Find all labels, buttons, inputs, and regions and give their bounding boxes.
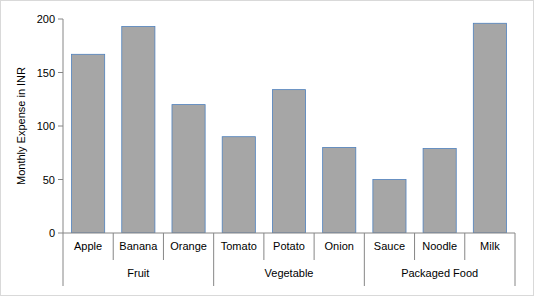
group-separator bbox=[515, 233, 516, 286]
x-tick-label: Orange bbox=[170, 240, 207, 252]
x-tick-label: Noodle bbox=[422, 240, 457, 252]
chart-border bbox=[1, 1, 534, 296]
group-separator bbox=[364, 233, 365, 286]
bars bbox=[72, 23, 507, 233]
y-tick bbox=[58, 126, 63, 127]
bar bbox=[172, 105, 205, 233]
category-separator bbox=[414, 233, 415, 260]
x-tick-label: Apple bbox=[74, 240, 102, 252]
category-separator bbox=[263, 233, 264, 260]
y-tick-label: 50 bbox=[43, 174, 55, 186]
bar bbox=[272, 90, 305, 233]
y-tick bbox=[58, 179, 63, 180]
x-tick-label: Potato bbox=[273, 240, 305, 252]
x-tick-label: Milk bbox=[480, 240, 500, 252]
y-tick-label: 0 bbox=[49, 227, 55, 239]
category-separator bbox=[314, 233, 315, 260]
category-separator bbox=[113, 233, 114, 260]
bar bbox=[323, 147, 356, 233]
category-separator bbox=[163, 233, 164, 260]
bar bbox=[473, 23, 506, 233]
y-tick bbox=[58, 19, 63, 20]
y-axis-line bbox=[63, 19, 64, 233]
x-tick-label: Onion bbox=[325, 240, 354, 252]
y-tick-label: 200 bbox=[37, 13, 55, 25]
group-label: Fruit bbox=[127, 267, 149, 279]
chart: 0 50 100 150 200 Apple Banana Orange Tomato Potat… bbox=[0, 0, 534, 296]
bar bbox=[373, 180, 406, 234]
x-tick-label: Banana bbox=[119, 240, 158, 252]
category-separator bbox=[464, 233, 465, 260]
y-tick bbox=[58, 233, 63, 234]
group-separator bbox=[213, 233, 214, 286]
bar bbox=[222, 137, 255, 233]
group-label: Vegetable bbox=[265, 267, 314, 279]
page: {"chart_data": {"type": "bar", "ylabel":… bbox=[0, 0, 534, 296]
x-tick-label: Sauce bbox=[374, 240, 405, 252]
x-axis-line bbox=[63, 233, 515, 234]
y-axis-label: Monthly Expense in INR bbox=[15, 67, 27, 185]
bar bbox=[423, 148, 456, 233]
group-label: Packaged Food bbox=[401, 267, 478, 279]
x-tick-label: Tomato bbox=[221, 240, 257, 252]
y-tick-label: 150 bbox=[37, 67, 55, 79]
y-tick bbox=[58, 72, 63, 73]
bar bbox=[72, 54, 105, 233]
bar bbox=[122, 26, 155, 233]
group-separator bbox=[63, 233, 64, 286]
y-tick-label: 100 bbox=[37, 120, 55, 132]
